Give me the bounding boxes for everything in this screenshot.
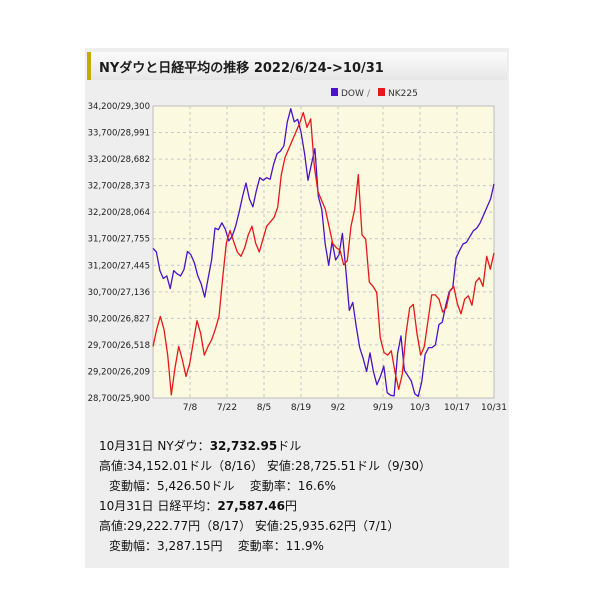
dow-range-value: 5,426.50ドル <box>157 479 235 493</box>
y-tick-label: 33,200/28,682 <box>88 155 150 165</box>
series-line-nk225 <box>152 111 495 396</box>
y-tick-label: 28,700/25,900 <box>88 394 150 404</box>
series-line-dow <box>152 108 495 398</box>
y-tick-label: 32,200/28,064 <box>88 208 150 218</box>
nk-range-label: 変動幅： <box>109 539 158 553</box>
x-tick-label: 8/5 <box>257 403 271 413</box>
x-tick-label: 8/19 <box>291 403 311 413</box>
chart-area: 34,200/29,300 33,700/28,991 33,200/28,682 3… <box>85 84 509 472</box>
line-chart: 34,200/29,300 33,700/28,991 33,200/28,682 3… <box>88 88 507 413</box>
dow-range-line: 変動幅：5,426.50ドル 変動率：16.6% <box>109 476 336 496</box>
legend-label-dow: DOW <box>341 89 364 99</box>
dow-close-value: 32,732.95 <box>209 439 278 453</box>
dow-low-label: 安値: <box>266 459 295 473</box>
y-tick-label: 30,700/27,136 <box>88 288 150 298</box>
nk-range-line: 変動幅：3,287.15円 変動率：11.9% <box>109 536 324 556</box>
y-tick-label: 33,700/28,991 <box>88 129 150 139</box>
nk-close-value: 27,587.46 <box>217 499 285 513</box>
dow-date: 10月31日 <box>99 439 154 453</box>
nk-date: 10月31日 <box>99 499 154 513</box>
nk-unit: 円 <box>284 499 297 513</box>
chart-panel: NYダウと日経平均の推移 2022/6/24->10/31 34,200/29,… <box>85 48 509 568</box>
nk-close-line: 10月31日 日経平均：27,587.46円 <box>99 496 297 516</box>
dow-high-value: 34,152.01ドル（8/16） <box>127 459 264 473</box>
title-bar: NYダウと日経平均の推移 2022/6/24->10/31 <box>87 52 507 80</box>
legend-label-nk225: NK225 <box>388 89 418 99</box>
dow-high-low-line: 高値:34,152.01ドル（8/16） 安値:28,725.51ドル（9/30… <box>99 456 431 476</box>
nk-low-value: 25,935.62円（7/1） <box>282 519 400 533</box>
nk-rate-value: 11.9% <box>285 539 324 553</box>
y-tick-label: 30,200/26,827 <box>88 314 150 324</box>
x-tick-label: 9/19 <box>373 403 393 413</box>
dow-rate-label: 変動率： <box>249 479 298 493</box>
nk-high-low-line: 高値:29,222.77円（8/17） 安値:25,935.62円（7/1） <box>99 516 399 536</box>
dow-high-label: 高値: <box>99 459 128 473</box>
x-tick-label: 10/17 <box>444 403 470 413</box>
y-tick-label: 34,200/29,300 <box>88 102 150 112</box>
dow-label: NYダウ： <box>157 439 210 453</box>
x-tick-label: 10/3 <box>410 403 430 413</box>
nk-high-label: 高値: <box>99 519 128 533</box>
legend-swatch-nk225 <box>378 88 385 96</box>
y-tick-label: 29,700/26,518 <box>88 341 150 351</box>
chart-title: NYダウと日経平均の推移 2022/6/24->10/31 <box>99 61 384 76</box>
plot-background <box>152 105 495 399</box>
nk-range-value: 3,287.15円 <box>157 539 223 553</box>
y-tick-label: 32,700/28,373 <box>88 182 150 192</box>
x-tick-label: 10/31 <box>481 403 507 413</box>
legend-swatch-dow <box>331 88 338 96</box>
y-tick-label: 29,200/26,209 <box>88 367 150 377</box>
nk-high-value: 29,222.77円（8/17） <box>127 519 252 533</box>
dow-range-label: 変動幅： <box>109 479 158 493</box>
x-tick-label: 7/8 <box>183 403 198 413</box>
dow-rate-value: 16.6% <box>297 479 336 493</box>
y-tick-label: 31,700/27,755 <box>88 235 150 245</box>
dow-close-line: 10月31日 NYダウ：32,732.95ドル <box>99 436 301 456</box>
x-tick-label: 7/22 <box>217 403 237 413</box>
nk-rate-label: 変動率： <box>237 539 286 553</box>
dow-low-value: 28,725.51ドル（9/30） <box>294 459 431 473</box>
legend-separator: / <box>367 89 371 99</box>
nk-label: 日経平均： <box>157 499 218 513</box>
dow-unit: ドル <box>277 439 302 453</box>
y-tick-label: 31,200/27,445 <box>88 261 150 271</box>
nk-low-label: 安値: <box>254 519 283 533</box>
x-tick-label: 9/2 <box>331 403 345 413</box>
